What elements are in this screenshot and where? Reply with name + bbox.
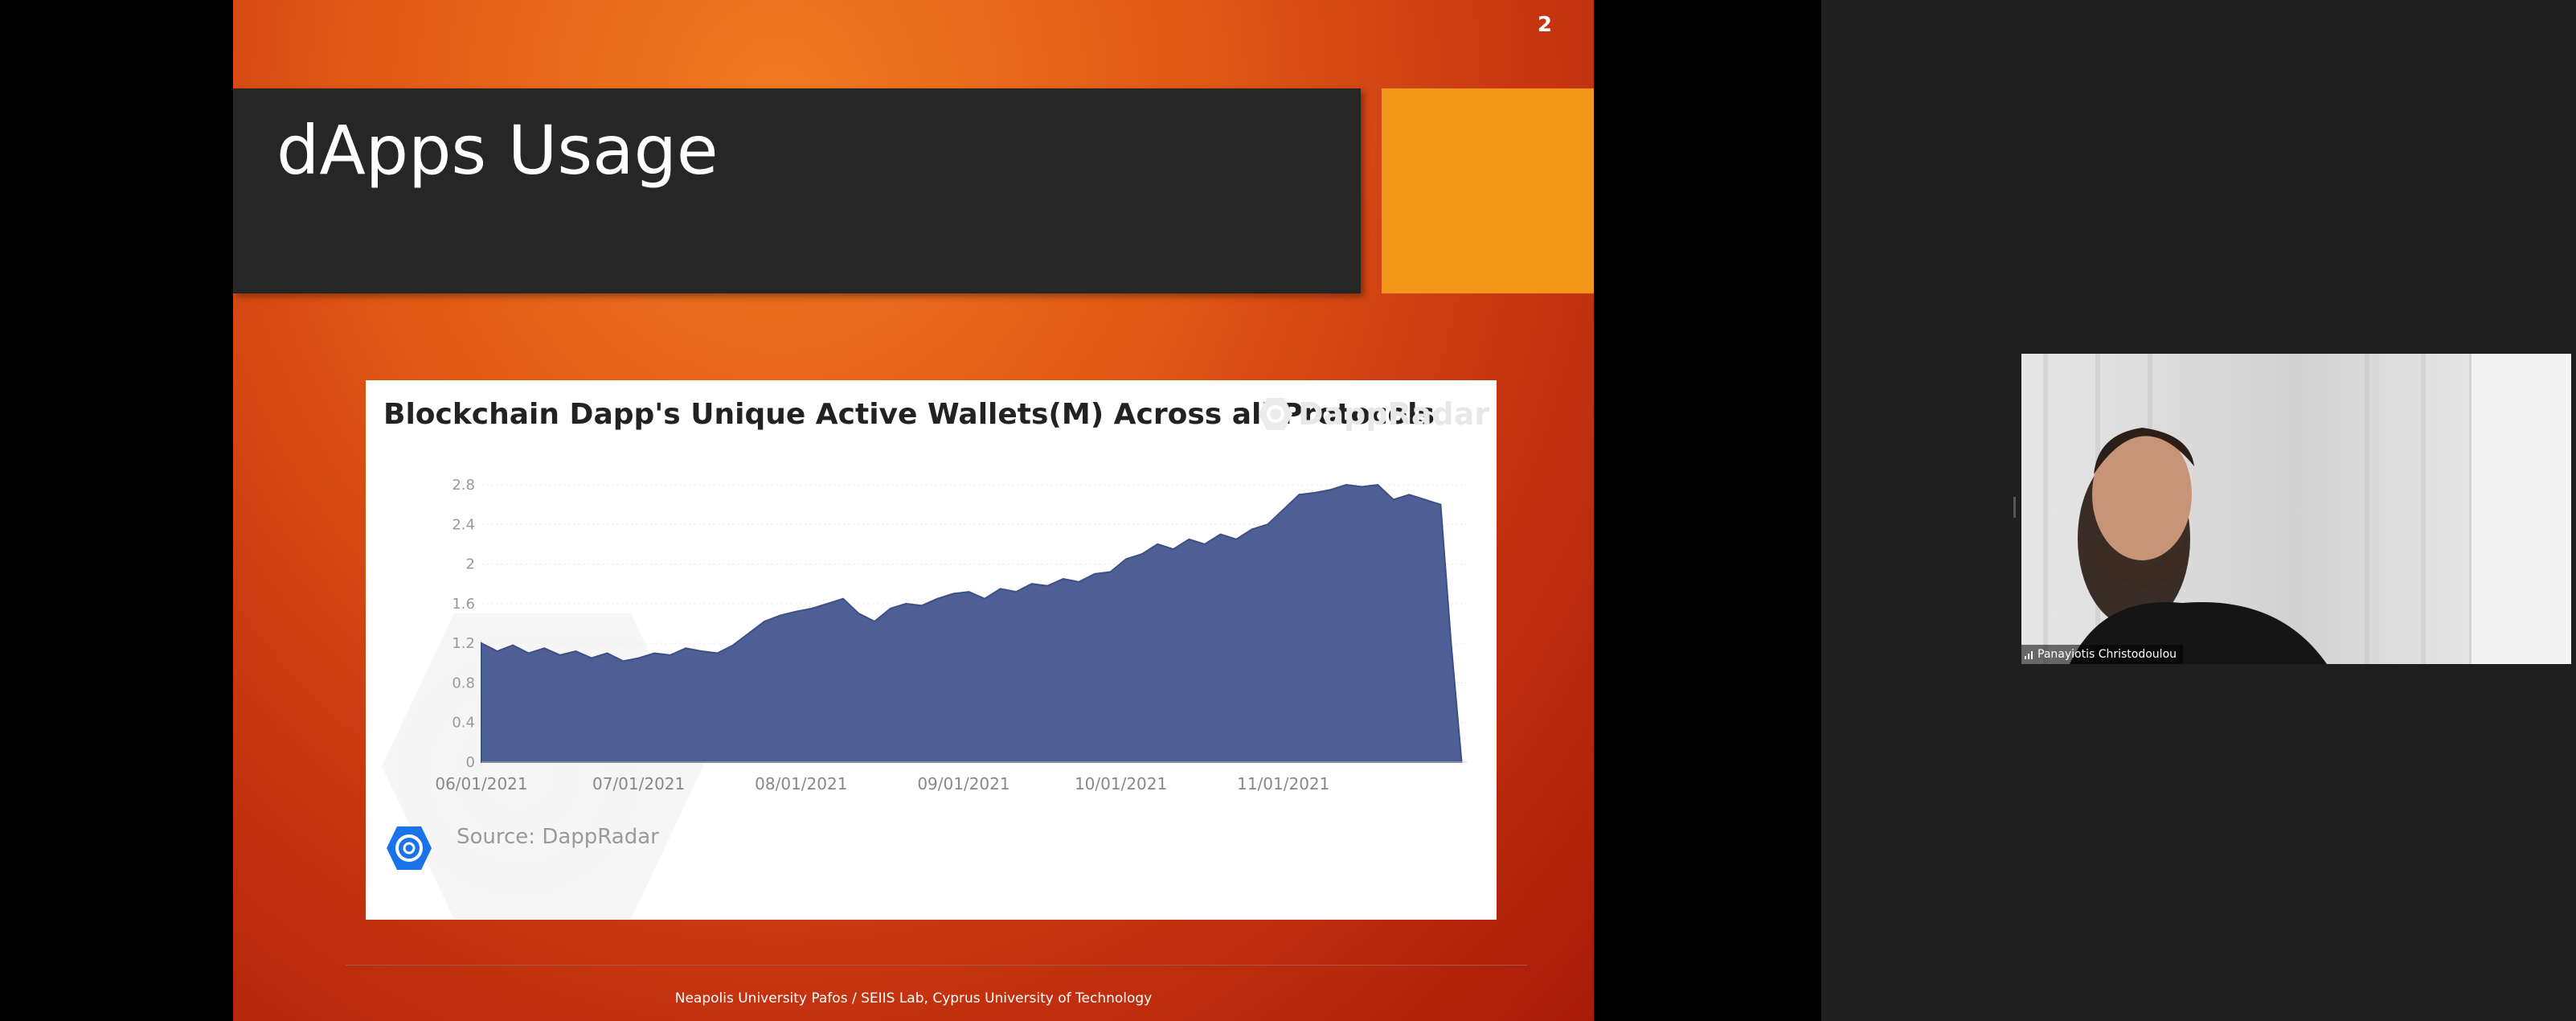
slide-number: 2 [1537,13,1552,37]
chart-source: Source: DappRadar [457,825,659,849]
participant-video-tile[interactable]: Panayiotis Christodoulou [2021,354,2571,664]
y-tick-label: 0.4 [452,715,475,732]
y-tick-label: 2.4 [452,516,475,533]
presentation-slide: 2 dApps Usage Blockchain Dapp's Unique A… [233,0,1594,1021]
participant-video-frame [2021,354,2571,664]
slide-footer: Neapolis University Pafos / SEIIS Lab, C… [674,990,1153,1007]
footer-divider [346,965,1527,966]
area-chart: 0 0.4 0.8 1.2 1.6 2 2.4 2.8 06/01/2021 07/01/2021… [435,477,1467,793]
resize-handle[interactable] [2013,497,2016,518]
dappradar-watermark-icon [1259,398,1292,430]
y-tick-label: 2.8 [452,477,475,494]
area-series [481,483,1463,763]
y-tick-label: 1.2 [452,635,475,652]
slide-title: dApps Usage [276,111,719,190]
participant-name: Panayiotis Christodoulou [2037,648,2177,661]
x-tick-label: 06/01/2021 [435,774,527,793]
signal-strength-icon [2025,651,2033,659]
dappradar-watermark: DappRadar [1298,396,1490,432]
y-tick-label: 1.6 [452,596,475,613]
chart-image: Blockchain Dapp's Unique Active Wallets(… [366,380,1497,920]
y-tick-label: 0 [466,754,475,771]
dappradar-logo-icon [387,826,432,870]
x-tick-label: 11/01/2021 [1237,774,1329,793]
left-black-margin [0,0,233,1021]
title-bar: dApps Usage [233,88,1361,293]
y-tick-label: 2 [466,556,475,573]
y-tick-label: 0.8 [452,675,475,691]
x-tick-label: 07/01/2021 [592,774,685,793]
accent-box [1382,88,1594,293]
x-tick-label: 09/01/2021 [917,774,1010,793]
x-tick-label: 08/01/2021 [755,774,847,793]
x-tick-label: 10/01/2021 [1075,774,1167,793]
participant-name-label: Panayiotis Christodoulou [2021,645,2184,664]
